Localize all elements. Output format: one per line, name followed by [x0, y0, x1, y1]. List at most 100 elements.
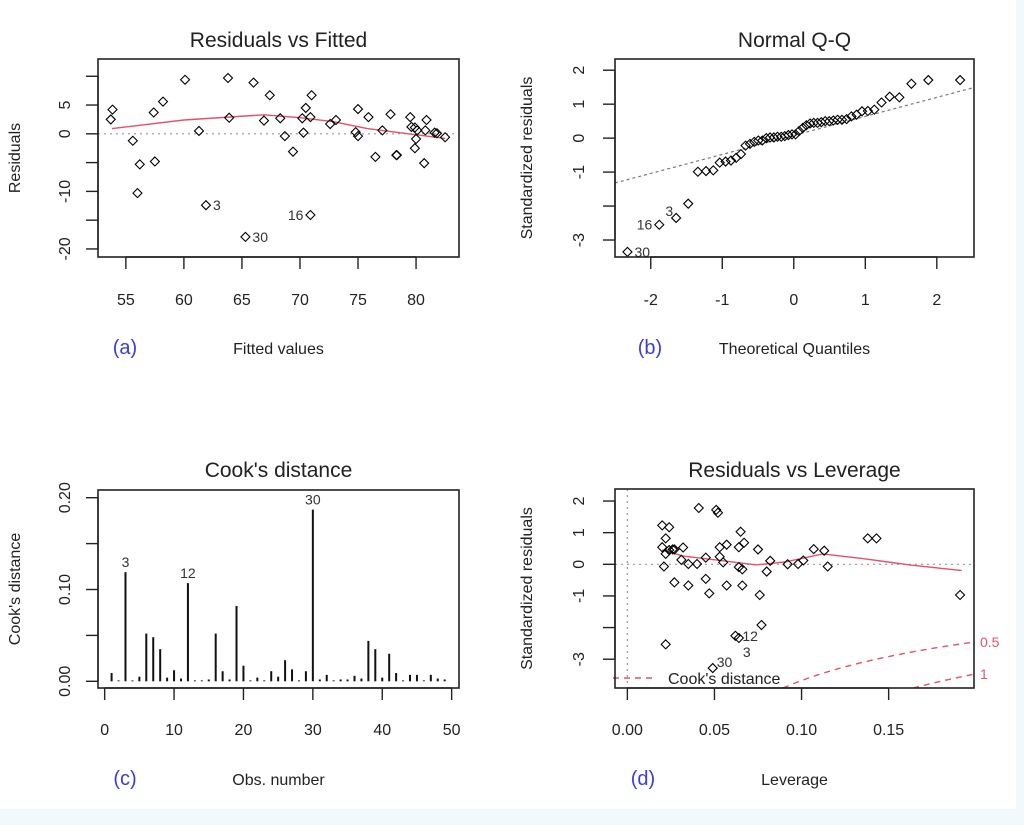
data-point — [683, 558, 694, 570]
data-point — [431, 127, 443, 139]
data-point — [429, 127, 440, 138]
data-point — [656, 520, 668, 531]
data-point — [954, 74, 966, 86]
data-point — [700, 552, 712, 563]
data-point — [669, 577, 680, 588]
x-tick-label: 60 — [175, 292, 193, 309]
panel-c: Cook's distance Obs. number (c) Cook's dist… — [7, 459, 461, 790]
x-tick-label: 75 — [349, 292, 367, 309]
data-point — [107, 104, 118, 115]
y-tick-label: 5 — [57, 100, 74, 109]
data-point — [420, 125, 431, 136]
panel-letter: (c) — [113, 768, 136, 790]
x-axis-label: Theoretical Quantiles — [719, 341, 870, 358]
data-point — [720, 156, 731, 167]
data-point — [797, 122, 809, 134]
data-point — [707, 165, 719, 176]
panel-a: Residuals vs Fitted Fitted values (a) Resid… — [7, 29, 460, 359]
data-point — [841, 113, 852, 125]
data-point — [306, 89, 317, 101]
panel-letter: (a) — [113, 337, 137, 359]
data-point — [884, 91, 895, 102]
point-label: 30 — [634, 244, 650, 260]
cooks-distance-contour — [782, 641, 974, 688]
figure-background — [0, 0, 1016, 809]
data-point — [756, 619, 767, 631]
data-point — [223, 112, 235, 123]
data-point — [258, 115, 270, 126]
data-point — [406, 121, 417, 133]
data-point — [721, 539, 732, 550]
data-point — [677, 542, 689, 553]
data-point — [733, 632, 745, 644]
x-tick-label: 40 — [373, 722, 391, 739]
y-axis-label: Cook's distance — [7, 533, 24, 646]
data-point — [700, 573, 712, 585]
data-point — [370, 151, 381, 163]
panel-d: Residuals vs Leverage Leverage (d) Standard… — [519, 459, 1000, 790]
data-point — [409, 142, 421, 154]
data-point — [761, 566, 772, 577]
data-point — [363, 111, 374, 123]
point-label: 3 — [213, 197, 221, 213]
data-point — [954, 589, 966, 601]
data-point — [421, 114, 432, 126]
data-point — [350, 126, 361, 138]
x-tick-label: 0.05 — [699, 722, 730, 739]
data-point — [240, 231, 251, 243]
data-point — [733, 541, 745, 553]
data-point — [683, 580, 694, 591]
x-tick-label: 55 — [117, 292, 135, 309]
data-point — [287, 146, 299, 157]
data-point — [391, 149, 403, 161]
y-tick-label: -1 — [571, 165, 588, 179]
y-tick-label: -3 — [571, 652, 588, 666]
data-point — [764, 555, 776, 567]
x-tick-label: -1 — [715, 292, 729, 309]
data-point — [798, 555, 809, 566]
point-label: 30 — [717, 654, 733, 670]
data-point — [305, 209, 316, 221]
y-tick-label: 1 — [571, 528, 588, 537]
chart-title: Normal Q-Q — [738, 29, 851, 52]
data-point — [707, 662, 718, 674]
data-point — [786, 129, 798, 140]
x-tick-label: 20 — [235, 722, 253, 739]
data-point — [752, 544, 764, 555]
data-point — [703, 588, 715, 599]
y-tick-label: 1 — [571, 100, 588, 109]
bar-label: 3 — [122, 554, 130, 570]
data-point — [418, 157, 430, 169]
panel-letter: (d) — [631, 768, 655, 790]
data-point — [836, 114, 848, 126]
data-point — [740, 140, 751, 151]
data-point — [274, 113, 286, 124]
x-tick-label: 0 — [789, 292, 798, 309]
y-tick-label: -1 — [571, 589, 588, 603]
data-point — [264, 89, 276, 101]
data-point — [744, 138, 756, 150]
data-point — [660, 533, 671, 544]
data-point — [404, 111, 416, 123]
data-point — [324, 118, 336, 130]
point-label: 3 — [743, 644, 751, 660]
data-point — [297, 113, 308, 124]
y-tick-label: 0.20 — [57, 482, 74, 513]
point-label: 30 — [252, 229, 268, 245]
x-axis-label: Leverage — [761, 772, 828, 789]
data-point — [793, 125, 805, 137]
x-tick-label: 2 — [932, 292, 941, 309]
data-point — [862, 105, 874, 117]
data-point — [149, 156, 161, 167]
data-point — [667, 544, 678, 555]
x-tick-label: 50 — [443, 722, 461, 739]
data-point — [663, 522, 675, 533]
data-point — [823, 115, 835, 127]
data-point — [134, 159, 146, 170]
data-point — [712, 507, 724, 519]
y-tick-label: 2 — [571, 66, 588, 75]
data-point — [377, 125, 388, 136]
y-tick-label: 0 — [57, 129, 74, 138]
data-point — [300, 102, 312, 114]
